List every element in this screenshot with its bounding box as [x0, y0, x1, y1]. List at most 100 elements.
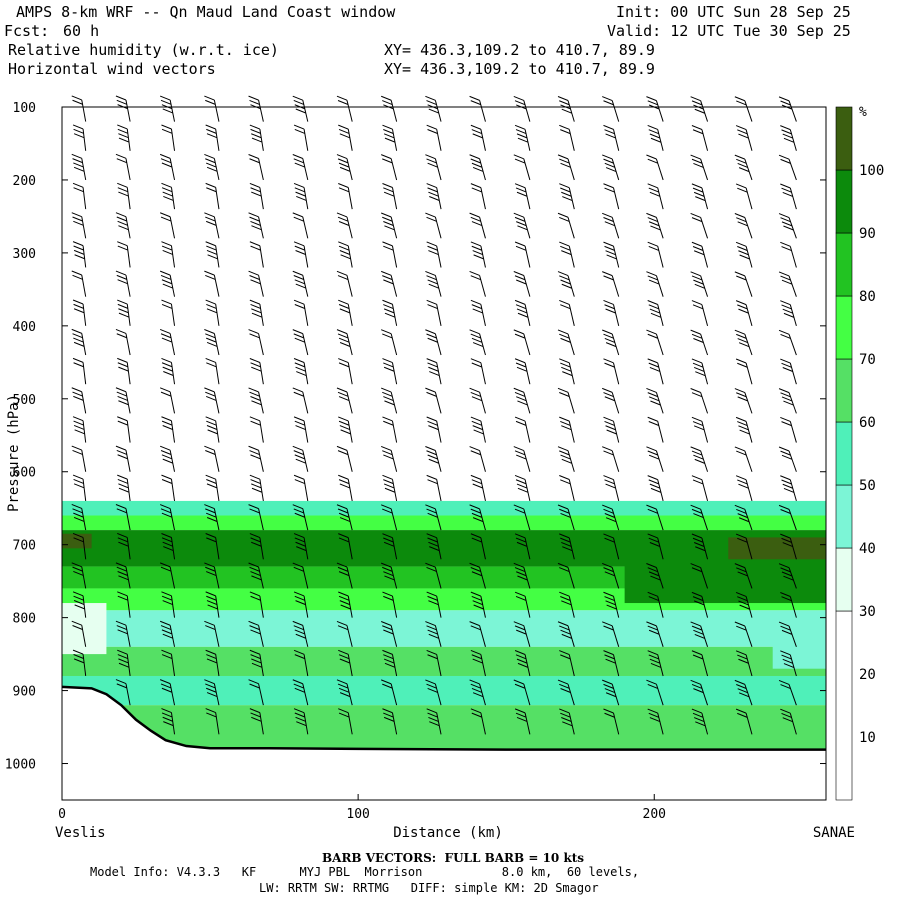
barb-feather: [602, 329, 613, 335]
barb-feather: [383, 279, 394, 285]
barb-feather: [249, 591, 261, 597]
barb-feather: [780, 708, 791, 714]
barb-staff: [390, 625, 398, 647]
barb-feather: [294, 537, 305, 543]
barb-feather: [514, 708, 526, 714]
barb-feather: [735, 533, 747, 539]
wind-barb: [205, 533, 220, 560]
barb-feather: [205, 216, 216, 222]
barb-feather: [293, 450, 304, 456]
barb-feather: [561, 717, 572, 722]
barb-feather: [737, 221, 748, 227]
barb-feather: [384, 137, 396, 143]
barb-feather: [382, 216, 393, 222]
barb-feather: [782, 658, 793, 664]
barb-feather: [72, 182, 84, 188]
barb-staff: [126, 187, 131, 210]
barb-feather: [382, 591, 393, 597]
barb-feather: [426, 450, 437, 456]
wind-barb: [117, 532, 131, 560]
barb-feather: [383, 191, 395, 197]
barb-feather: [293, 182, 305, 188]
barb-feather: [737, 712, 748, 718]
wind-barb: [380, 679, 398, 706]
barb-feather: [561, 600, 572, 606]
barb-staff: [303, 654, 309, 677]
barb-feather: [737, 537, 748, 543]
barb-staff: [480, 479, 486, 502]
colorbar-segment: [835, 106, 853, 171]
barb-staff: [523, 100, 531, 122]
barb-staff: [655, 450, 664, 472]
barb-feather: [292, 504, 303, 510]
barb-feather: [74, 604, 85, 610]
barb-staff: [657, 712, 664, 735]
barb-feather: [72, 474, 84, 480]
barb-feather: [778, 446, 790, 452]
barb-feather: [339, 166, 351, 172]
barb-feather: [471, 187, 482, 193]
barb-feather: [515, 245, 527, 251]
wind-barb: [735, 300, 753, 326]
wind-barb: [380, 270, 398, 297]
wind-barb: [691, 533, 709, 560]
wind-barb: [382, 241, 398, 268]
barb-feather: [562, 196, 573, 202]
wind-barb: [338, 416, 353, 443]
barb-staff: [611, 625, 620, 647]
barb-feather: [206, 308, 218, 314]
barb-feather: [692, 246, 704, 251]
barb-feather: [206, 658, 218, 664]
barb-feather: [116, 449, 127, 455]
barb-feather: [292, 562, 303, 568]
barb-feather: [514, 533, 526, 539]
barb-feather: [73, 595, 84, 601]
barb-staff: [655, 625, 664, 647]
wind-barb: [469, 212, 486, 239]
barb-staff: [480, 129, 486, 151]
barb-staff: [434, 100, 442, 122]
barb-staff: [655, 158, 664, 181]
barb-feather: [204, 212, 215, 218]
barb-feather: [71, 212, 82, 218]
barb-staff: [567, 275, 575, 297]
barb-feather: [293, 358, 305, 363]
barb-feather: [557, 562, 569, 568]
barb-feather: [605, 167, 617, 173]
barb-feather: [470, 124, 482, 130]
barb-feather: [559, 333, 570, 339]
barb-feather: [604, 221, 615, 227]
barb-staff: [303, 712, 309, 735]
barb-feather: [337, 391, 349, 397]
barb-staff: [125, 450, 131, 472]
barb-feather: [734, 388, 746, 394]
wind-barb: [513, 679, 531, 706]
barb-staff: [126, 595, 131, 618]
wind-barb: [691, 358, 709, 385]
wind-barb: [690, 621, 709, 647]
barb-staff: [568, 421, 575, 443]
barb-feather: [380, 154, 392, 160]
barb-feather: [734, 504, 746, 510]
barb-feather: [470, 650, 482, 655]
barb-feather: [72, 591, 84, 597]
barb-feather: [559, 475, 570, 480]
barb-feather: [691, 392, 703, 398]
barb-feather: [205, 649, 216, 655]
wind-barb: [249, 241, 264, 268]
barb-feather: [337, 683, 349, 689]
barb-staff: [347, 362, 353, 385]
barb-feather: [782, 367, 793, 372]
barb-staff: [346, 216, 353, 239]
barb-feather: [161, 337, 173, 343]
barb-feather: [384, 312, 396, 318]
barb-feather: [780, 300, 791, 306]
barb-feather: [516, 279, 527, 285]
wind-barb: [382, 416, 398, 443]
barb-staff: [745, 537, 753, 560]
barb-feather: [692, 537, 704, 543]
wind-barb: [426, 474, 442, 502]
barb-feather: [250, 654, 261, 660]
barb-feather: [472, 308, 483, 314]
